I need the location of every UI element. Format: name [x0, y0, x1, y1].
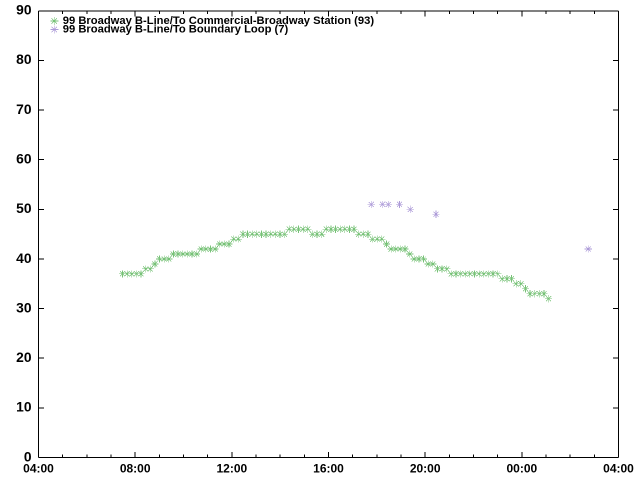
svg-text:99 Broadway B-Line/To Boundary: 99 Broadway B-Line/To Boundary Loop (7)	[63, 24, 289, 36]
svg-text:70: 70	[16, 102, 32, 117]
svg-text:80: 80	[16, 52, 32, 67]
svg-text:16:00: 16:00	[313, 462, 344, 476]
svg-text:30: 30	[16, 300, 32, 315]
svg-text:00:00: 00:00	[506, 462, 537, 476]
svg-text:20:00: 20:00	[410, 462, 441, 476]
svg-text:12:00: 12:00	[216, 462, 247, 476]
svg-text:40: 40	[16, 251, 32, 266]
svg-text:20: 20	[16, 350, 32, 365]
svg-text:04:00: 04:00	[603, 462, 634, 476]
svg-text:90: 90	[16, 3, 32, 18]
svg-text:60: 60	[16, 152, 32, 167]
svg-text:04:00: 04:00	[23, 462, 54, 476]
svg-text:10: 10	[16, 400, 32, 415]
svg-text:50: 50	[16, 201, 32, 216]
svg-text:08:00: 08:00	[120, 462, 151, 476]
